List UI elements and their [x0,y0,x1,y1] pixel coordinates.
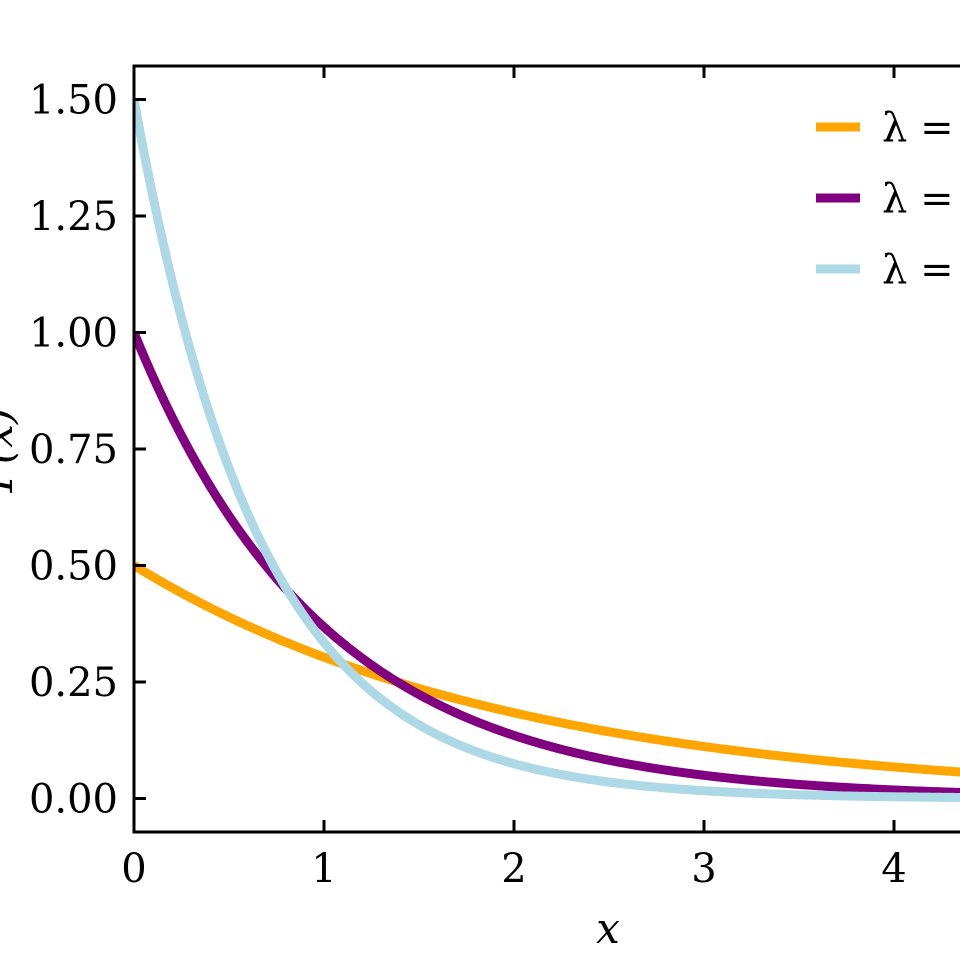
y-tick-label-0.50: 0.50 [29,544,118,590]
y-tick-label-1.00: 1.00 [29,311,118,357]
x-tick-label-3: 3 [691,846,716,892]
legend-label-1: λ = 0.5 [882,105,960,151]
y-tick-label-0.25: 0.25 [29,660,118,706]
x-axis-title: x [596,904,620,953]
axes: 0 1 2 3 4 0.00 0.25 0.50 0.75 1.00 1.25 1.50 [29,64,960,892]
series-line-1 [134,561,960,777]
x-tick-label-1: 1 [311,846,336,892]
legend-label-3: λ = 1.5 [882,247,960,293]
x-tick-label-4: 4 [881,846,906,892]
y-tick-label-1.50: 1.50 [29,78,118,124]
legend-label-2: λ = 1 [882,176,960,222]
curves [134,98,960,802]
y-tick-label-1.25: 1.25 [29,194,118,240]
series-line-3 [134,98,960,802]
legend: λ = 0.5 λ = 1 λ = 1.5 [816,105,960,293]
y-axis-title: P(x) [0,408,22,494]
y-tick-label-0.00: 0.00 [29,777,118,823]
x-tick-label-2: 2 [501,846,526,892]
y-tick-label-0.75: 0.75 [29,427,118,473]
x-tick-label-0: 0 [121,846,146,892]
